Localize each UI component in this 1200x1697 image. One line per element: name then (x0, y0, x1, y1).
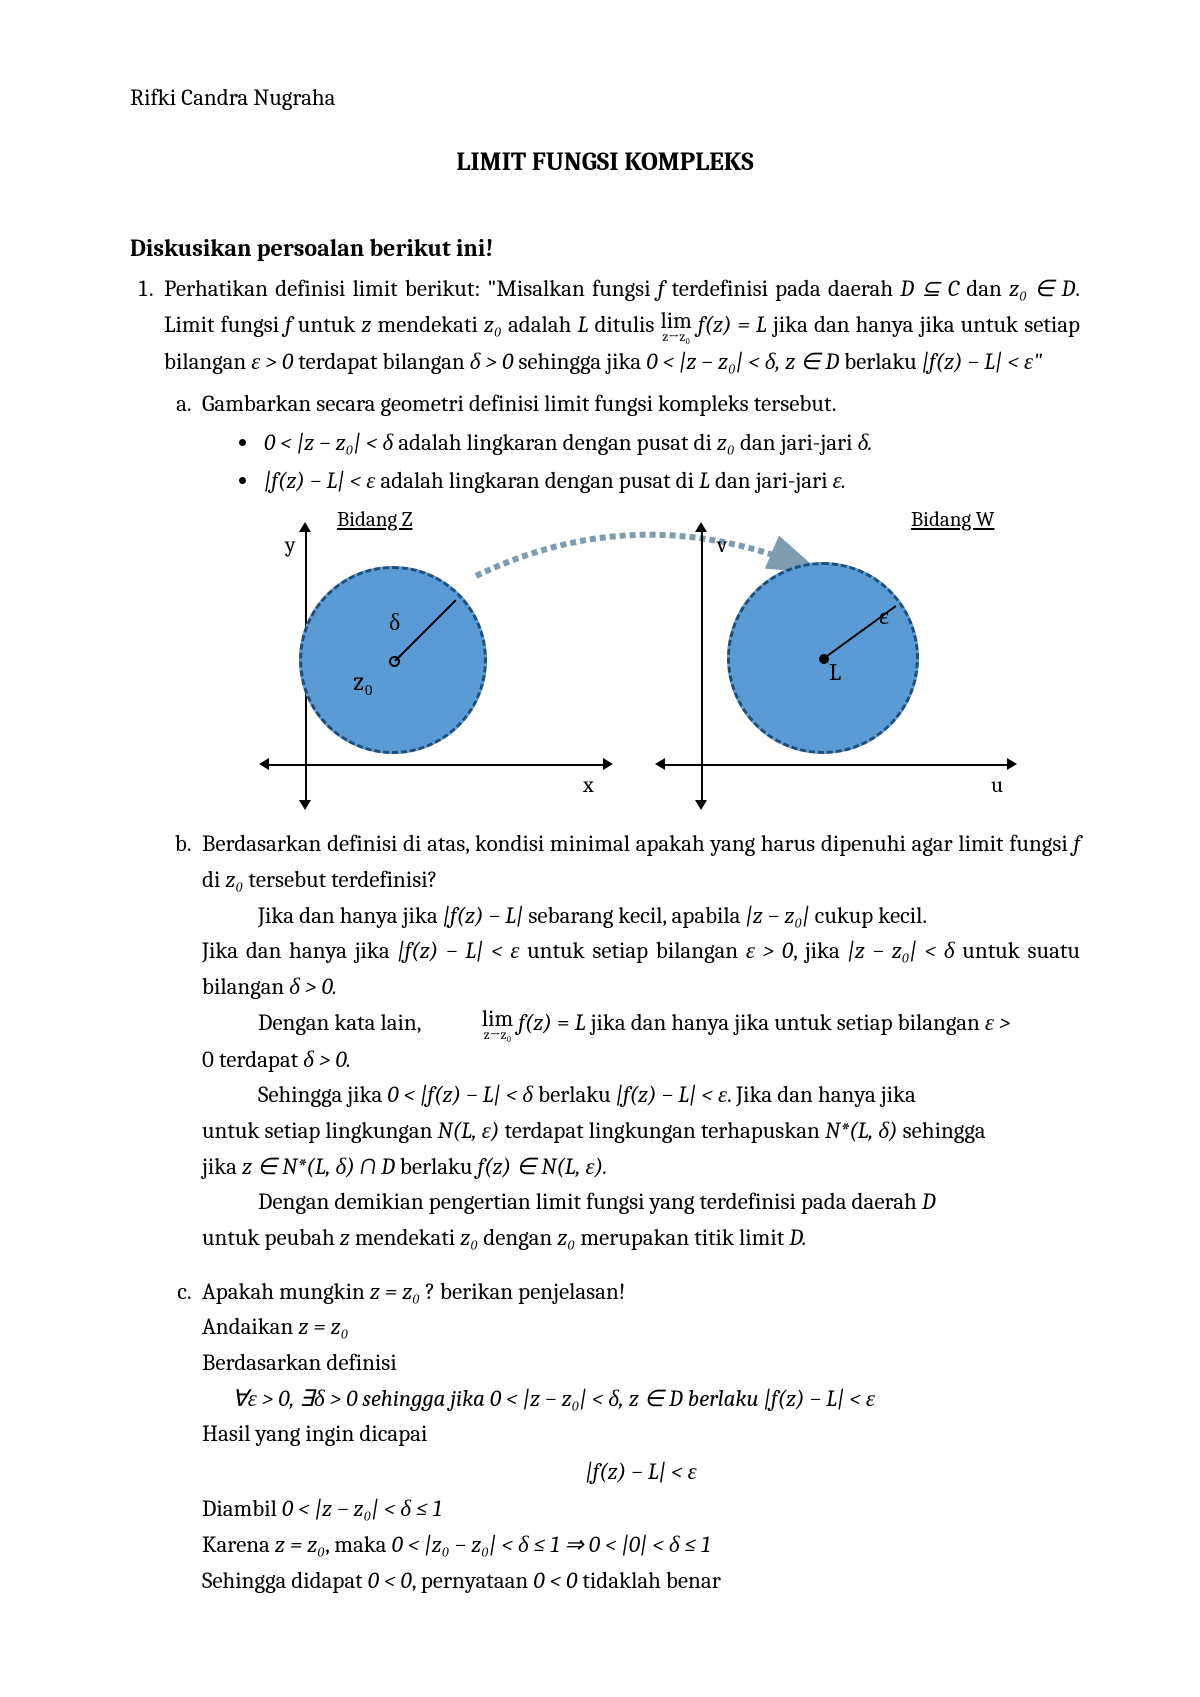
z0-label: z₀ (353, 662, 373, 702)
author-name: Rifki Candra Nugraha (130, 80, 1080, 116)
page: Rifki Candra Nugraha LIMIT FUNGSI KOMPLE… (0, 0, 1200, 1686)
question-1: Perhatikan definisi limit berikut: "Misa… (158, 271, 1080, 1598)
subquestion-list: Gambarkan secara geometri definisi limit… (164, 386, 1080, 1599)
b-para-5: untuk setiap lingkungan N(L, ε) terdapat… (202, 1113, 1080, 1149)
q1-text: Perhatikan definisi limit berikut: "Misa… (164, 275, 1080, 375)
eps-label: ε (879, 598, 889, 635)
c-line-4: Hasil yang ingin dicapai (202, 1416, 1080, 1452)
b-para-6: jika z ∈ N*(L, δ) ∩ D berlaku f(z) ∈ N(L… (202, 1149, 1080, 1185)
b-para-8: untuk peubah z mendekati z₀ dengan z₀ me… (202, 1220, 1080, 1256)
subquestion-c: Apakah mungkin z = z₀ ? berikan penjelas… (196, 1274, 1080, 1599)
bullet-2: |f(z) − L| < ε adalah lingkaran dengan p… (260, 463, 1080, 499)
c-line-8: Sehingga didapat 0 < 0, pernyataan 0 < 0… (202, 1563, 1080, 1599)
c-line-7: Karena z = z₀, maka 0 < |z₀ − z₀| < δ ≤ … (202, 1527, 1080, 1563)
b-para-1: Jika dan hanya jika |f(z) − L| sebarang … (202, 898, 1080, 934)
question-list: Perhatikan definisi limit berikut: "Misa… (130, 271, 1080, 1598)
subquestion-a: Gambarkan secara geometri definisi limit… (196, 386, 1080, 817)
b-para-3b: 0 terdapat δ > 0. (202, 1042, 1080, 1078)
b-para-7: Dengan demikian pengertian limit fungsi … (202, 1184, 1080, 1220)
c-line-1: Andaikan z = z₀ (202, 1309, 1080, 1345)
v-axis-label: v (717, 528, 727, 562)
b-para-4: Sehingga jika 0 < |f(z) − L| < δ berlaku… (202, 1077, 1080, 1113)
limit-expr: limz→z₀ (661, 309, 692, 344)
x-axis-label: x (583, 768, 594, 802)
b-para-2: Jika dan hanya jika |f(z) − L| < ε untuk… (202, 933, 1080, 1004)
w-plane-title: Bidang W (911, 504, 994, 537)
bullet-1: 0 < |z − z₀| < δ adalah lingkaran dengan… (260, 425, 1080, 461)
b-para-3: Dengan kata lain, limz→z₀ f(z) = L jika … (202, 1005, 1080, 1042)
bullet-list-a: 0 < |z − z₀| < δ adalah lingkaran dengan… (202, 425, 1080, 498)
subquestion-b: Berdasarkan definisi di atas, kondisi mi… (196, 826, 1080, 1255)
c-line-5: |f(z) − L| < ε (202, 1454, 1080, 1490)
L-label: L (829, 654, 841, 691)
z-plane: Bidang Z y x (261, 506, 621, 806)
c-line-2: Berdasarkan definisi (202, 1345, 1080, 1381)
y-axis-label: y (285, 528, 296, 562)
c-line-3: ∀ε > 0, ∃δ > 0 sehingga jika 0 < |z − z₀… (202, 1381, 1080, 1417)
w-plane: Bidang W v u ε (661, 506, 1021, 806)
limit-diagram: Bidang Z y x (261, 506, 1021, 816)
document-title: LIMIT FUNGSI KOMPLEKS (130, 142, 1080, 182)
c-line-6: Diambil 0 < |z − z₀| < δ ≤ 1 (202, 1491, 1080, 1527)
section-heading: Diskusikan persoalan berikut ini! (130, 230, 1080, 267)
z-plane-title: Bidang Z (337, 504, 412, 537)
delta-label: δ (389, 604, 400, 641)
u-axis-label: u (991, 768, 1003, 802)
